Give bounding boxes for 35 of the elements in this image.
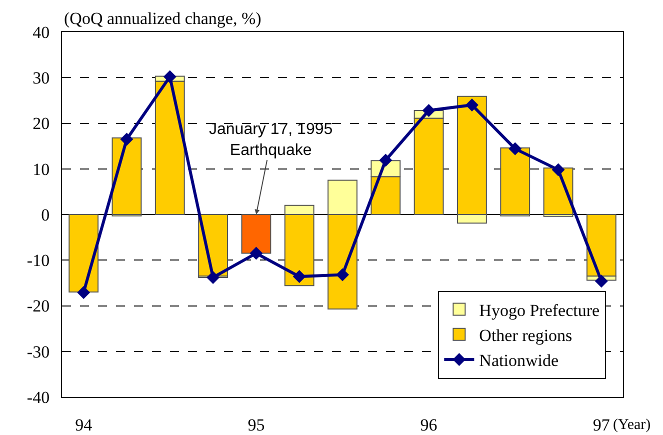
x-tick-label: 97	[592, 415, 610, 434]
y-tick-label: 20	[32, 114, 50, 134]
legend-label: Other regions	[479, 326, 572, 346]
point	[552, 163, 565, 176]
y-axis-title: (QoQ annualized change, %)	[64, 9, 262, 28]
point	[508, 142, 522, 156]
point	[594, 274, 608, 288]
point	[379, 154, 392, 167]
point	[250, 246, 263, 260]
x-tick-label: 94	[75, 415, 93, 434]
y-tick-label: -10	[26, 251, 50, 270]
point	[422, 104, 436, 117]
bar	[586, 214, 616, 277]
point	[292, 270, 306, 284]
bar	[241, 214, 272, 254]
y-tick-label: 40	[32, 22, 50, 42]
y-tick-label: 10	[32, 160, 50, 179]
y-tick-label: -30	[26, 342, 50, 362]
y-tick-label: 0	[41, 205, 50, 224]
y-tick-label: 30	[32, 68, 50, 88]
bar	[68, 214, 99, 293]
bar	[500, 147, 530, 215]
legend-label: Nationwide	[479, 351, 558, 370]
point	[120, 132, 134, 146]
point	[163, 70, 176, 84]
point	[77, 286, 90, 300]
y-tick-label: -40	[26, 388, 50, 407]
point	[336, 268, 349, 282]
x-axis-title: (Year)	[613, 417, 651, 433]
x-tick-label: 95	[248, 415, 265, 434]
point	[206, 270, 220, 284]
x-tick-label: 96	[420, 415, 438, 434]
legend-label: Hyogo Prefecture	[479, 300, 600, 320]
y-tick-label: -20	[26, 296, 50, 316]
point	[465, 98, 478, 112]
